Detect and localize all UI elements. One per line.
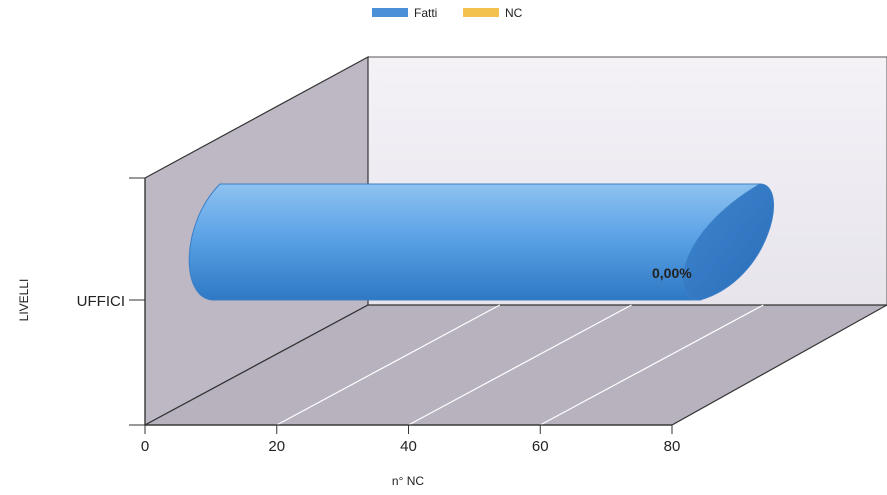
bar-fatti-uffici[interactable]: 0,00% <box>188 183 774 301</box>
legend: Fatti NC <box>372 6 523 20</box>
y-axis-title: LIVELLI <box>17 279 31 322</box>
x-tick-label-40: 40 <box>400 438 417 455</box>
y-axis: UFFICI LIVELLI <box>17 177 146 426</box>
legend-item-fatti[interactable]: Fatti <box>372 6 437 20</box>
data-label-uffici: 0,00% <box>652 265 692 281</box>
x-axis-title: n° NC <box>392 474 424 488</box>
legend-label-nc: NC <box>505 6 523 20</box>
legend-swatch-nc <box>463 8 499 17</box>
bar-body <box>188 183 761 301</box>
legend-label-fatti: Fatti <box>414 6 437 20</box>
x-axis: n° NC 0 20 40 60 80 <box>141 424 681 488</box>
floor-gridline-40 <box>408 304 632 426</box>
legend-item-nc[interactable]: NC <box>463 6 523 20</box>
x-tick-label-20: 20 <box>268 438 285 455</box>
x-tick-label-60: 60 <box>532 438 549 455</box>
floor-gridline-60 <box>539 304 764 426</box>
floor-gridline-20 <box>276 304 501 426</box>
x-tick-label-0: 0 <box>141 438 149 455</box>
bar-end-cap <box>682 183 774 301</box>
legend-swatch-fatti <box>372 8 408 17</box>
x-tick-label-80: 80 <box>664 438 681 455</box>
floor-gridlines <box>276 304 764 426</box>
y-tick-label-uffici: UFFICI <box>77 293 125 310</box>
